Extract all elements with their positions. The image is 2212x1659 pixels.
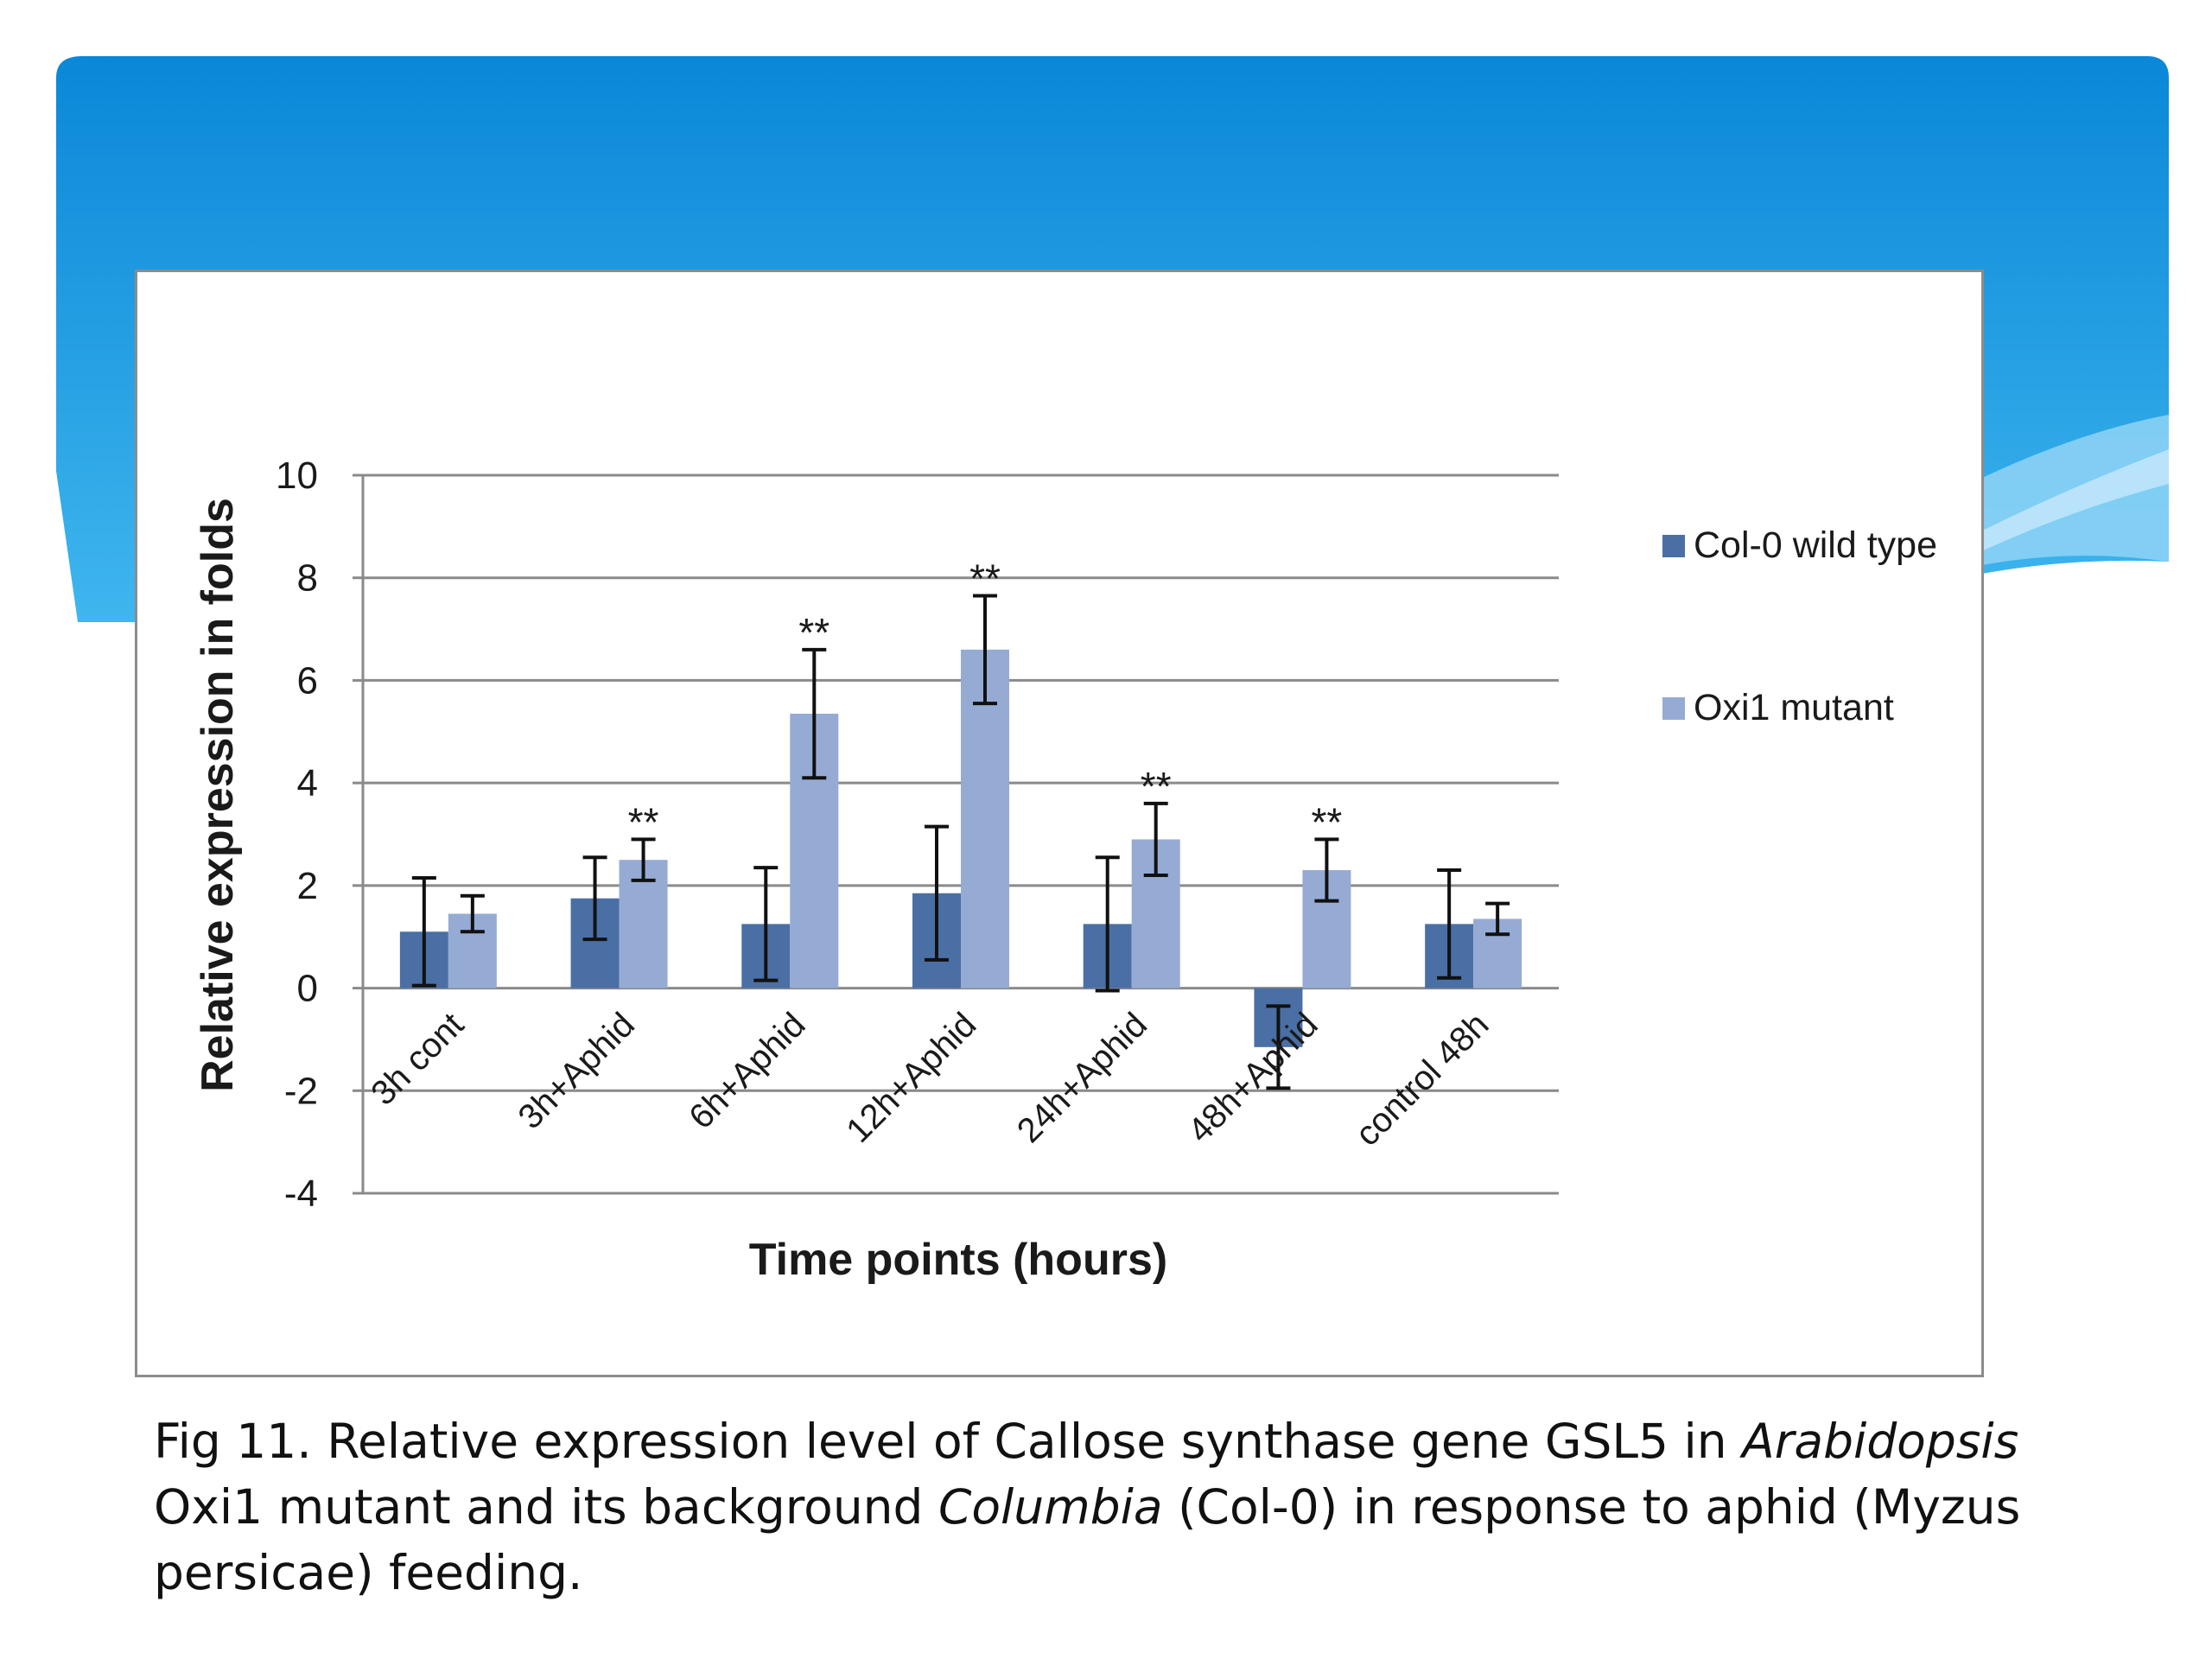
significance-marker: ** <box>1141 764 1172 809</box>
y-tick-label: 6 <box>297 659 318 702</box>
y-tick-labels: 10 8 6 4 2 0 -2 -4 <box>276 454 318 1215</box>
x-tick-label: 48h+Aphid <box>1181 1006 1325 1150</box>
gridlines <box>353 474 1559 1195</box>
x-tick-label: 24h+Aphid <box>1010 1006 1154 1150</box>
bars <box>399 649 1522 1047</box>
legend-swatch-oxi1 <box>1662 696 1685 720</box>
significance-marker: ** <box>1312 799 1343 844</box>
x-tick-label: control 48h <box>1348 1006 1496 1154</box>
figure-caption: Fig 11. Relative expression level of Cal… <box>154 1408 2141 1605</box>
caption-text-3: (Col-0) in response to aphid (Myzus pers… <box>154 1479 2021 1600</box>
significance-marker: ** <box>798 610 830 655</box>
legend-label-oxi1: Oxi1 mutant <box>1694 687 1894 728</box>
legend-swatch-col0 <box>1662 534 1685 557</box>
significance-markers: ** ** ** ** ** <box>628 556 1343 844</box>
x-axis-label: Time points (hours) <box>749 1235 1167 1285</box>
y-tick-label: 0 <box>297 968 318 1010</box>
legend-label-col0: Col-0 wild type <box>1694 524 1937 566</box>
caption-italic-columbia: Columbia <box>938 1479 1163 1535</box>
x-tick-label: 3h cont <box>364 1006 471 1113</box>
y-tick-label: -2 <box>284 1070 318 1112</box>
chart-frame: 10 8 6 4 2 0 -2 -4 ** ** ** ** ** 3h cont 3h+Aphid 6h… <box>135 270 1984 1377</box>
error-bars <box>411 594 1510 1090</box>
x-tick-labels: 3h cont 3h+Aphid 6h+Aphid 12h+Aphid 24h+Aphi… <box>364 1006 1496 1154</box>
legend-item-col0: Col-0 wild type <box>1662 524 1937 567</box>
y-tick-label: 8 <box>297 557 318 600</box>
y-tick-label: 2 <box>297 865 318 907</box>
y-tick-label: 4 <box>297 762 318 804</box>
caption-text-2: Oxi1 mutant and its background <box>154 1479 938 1535</box>
y-tick-label: 10 <box>276 454 318 497</box>
y-axis-label: Relative expression in folds <box>193 498 243 1092</box>
caption-italic-arabidopsis: Arabidopsis <box>1742 1414 2019 1469</box>
x-tick-label: 6h+Aphid <box>682 1006 812 1136</box>
bar <box>961 649 1009 988</box>
bar-chart: 10 8 6 4 2 0 -2 -4 ** ** ** ** ** 3h cont 3h+Aphid 6h… <box>193 454 1559 1285</box>
y-tick-label: -4 <box>284 1173 318 1215</box>
x-tick-label: 12h+Aphid <box>839 1006 983 1150</box>
legend-item-oxi1: Oxi1 mutant <box>1662 687 1894 729</box>
x-tick-label: 3h+Aphid <box>512 1006 642 1136</box>
significance-marker: ** <box>628 799 659 844</box>
significance-marker: ** <box>969 556 1001 601</box>
caption-text-1: Fig 11. Relative expression level of Cal… <box>154 1414 1743 1469</box>
